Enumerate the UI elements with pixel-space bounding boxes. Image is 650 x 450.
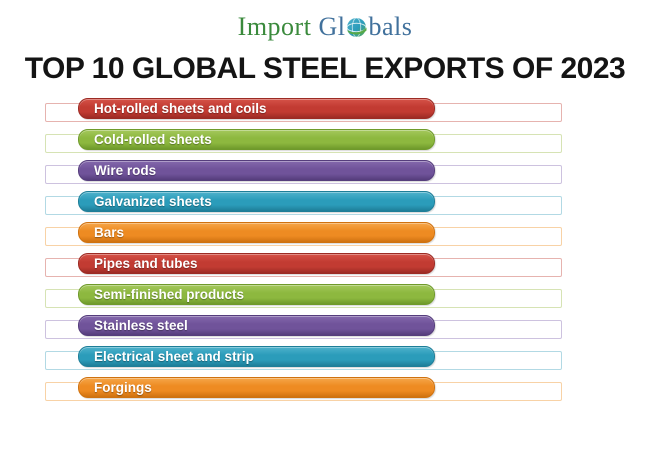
bar: Pipes and tubes <box>78 253 435 274</box>
bar-label: Forgings <box>94 380 152 395</box>
bar: Wire rods <box>78 160 435 181</box>
bar: Galvanized sheets <box>78 191 435 212</box>
list-item: Electrical sheet and strip <box>0 346 650 377</box>
bar-label: Hot-rolled sheets and coils <box>94 101 267 116</box>
bar: Forgings <box>78 377 435 398</box>
bar-list-chart: Hot-rolled sheets and coils Cold-rolled … <box>0 98 650 408</box>
header: Import Gl bals TOP 10 GLOBAL STEEL EXPOR <box>0 0 650 85</box>
list-item: Hot-rolled sheets and coils <box>0 98 650 129</box>
list-item: Cold-rolled sheets <box>0 129 650 160</box>
bar: Electrical sheet and strip <box>78 346 435 367</box>
bar-label: Pipes and tubes <box>94 256 198 271</box>
logo-text-import: Import <box>237 12 312 41</box>
bar: Bars <box>78 222 435 243</box>
logo-text-globals-suffix: bals <box>368 12 413 41</box>
list-item: Semi-finished products <box>0 284 650 315</box>
bar: Cold-rolled sheets <box>78 129 435 150</box>
list-item: Pipes and tubes <box>0 253 650 284</box>
list-item: Stainless steel <box>0 315 650 346</box>
list-item: Bars <box>0 222 650 253</box>
list-item: Galvanized sheets <box>0 191 650 222</box>
bar: Stainless steel <box>78 315 435 336</box>
list-item: Forgings <box>0 377 650 408</box>
logo-text-globals: Gl bals <box>318 12 412 41</box>
page-title: TOP 10 GLOBAL STEEL EXPORTS OF 2023 <box>24 52 626 85</box>
bar-label: Wire rods <box>94 163 157 178</box>
bar: Semi-finished products <box>78 284 435 305</box>
list-item: Wire rods <box>0 160 650 191</box>
bar-label: Stainless steel <box>94 318 188 333</box>
logo: Import Gl bals <box>0 12 650 45</box>
bar-label: Semi-finished products <box>94 287 245 302</box>
logo-text-globals-prefix: Gl <box>318 12 346 41</box>
bar-label: Cold-rolled sheets <box>94 132 212 147</box>
bar-label: Bars <box>94 225 125 240</box>
bar-label: Galvanized sheets <box>94 194 212 209</box>
globe-icon <box>346 15 367 45</box>
bar-label: Electrical sheet and strip <box>94 349 254 364</box>
bar: Hot-rolled sheets and coils <box>78 98 435 119</box>
